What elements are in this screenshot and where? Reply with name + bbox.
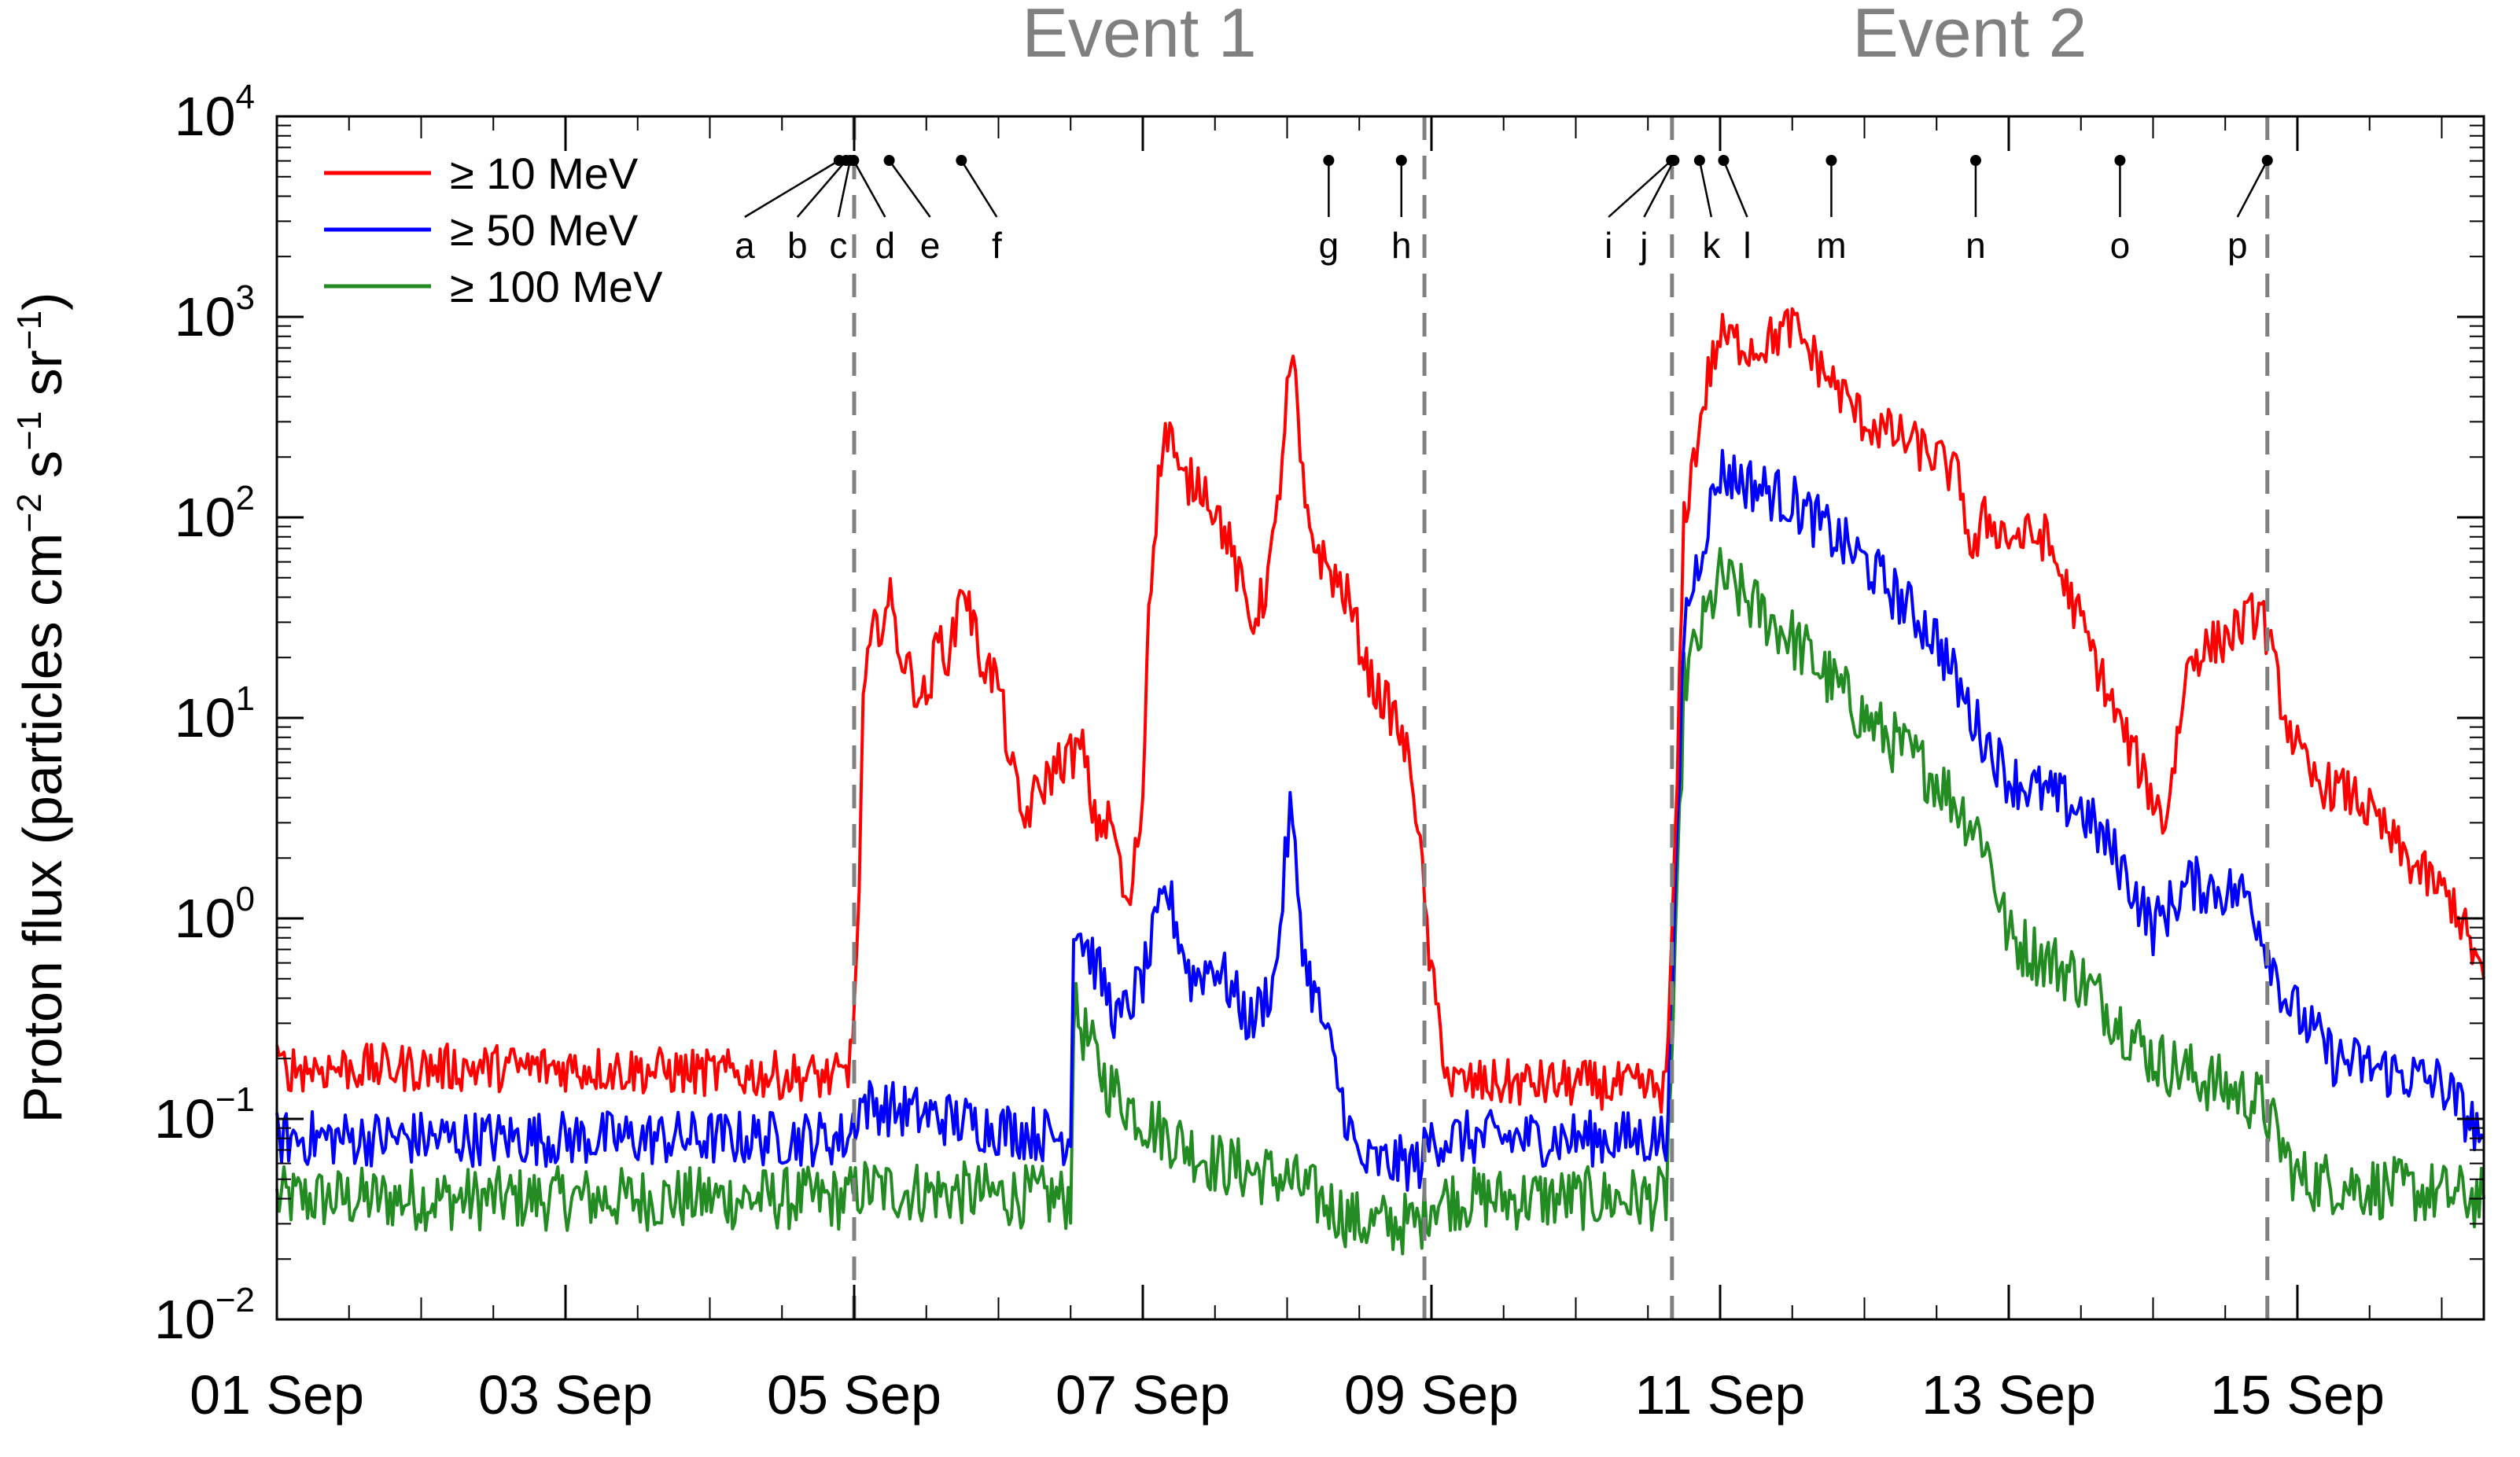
event-label-1: Event 1 xyxy=(1022,0,1256,72)
marker-label-e: e xyxy=(920,225,941,266)
y-tick-label: 10−2 xyxy=(154,1281,255,1350)
marker-label-i: i xyxy=(1604,225,1612,266)
marker-dot-m xyxy=(1826,155,1837,166)
marker-label-k: k xyxy=(1702,225,1721,266)
y-tick-label: 103 xyxy=(175,278,255,348)
marker-label-p: p xyxy=(2227,225,2248,266)
x-tick-label: 03 Sep xyxy=(478,1364,653,1426)
marker-leader-k xyxy=(1698,160,1713,218)
marker-label-b: b xyxy=(787,225,808,266)
marker-leader-i xyxy=(1608,160,1673,218)
marker-dot-n xyxy=(1969,155,1981,166)
marker-label-a: a xyxy=(735,225,755,266)
marker-dot-d xyxy=(848,155,860,166)
marker-dot-g xyxy=(1323,155,1335,166)
series-line-2 xyxy=(275,448,2485,1192)
marker-leader-l xyxy=(1722,160,1748,218)
x-tick-label: 05 Sep xyxy=(767,1364,941,1426)
marker-leader-p xyxy=(2236,160,2268,218)
marker-label-f: f xyxy=(992,225,1002,266)
y-axis-label: Proton flux (particles cm−2 s−1 sr−1) xyxy=(10,293,73,1124)
marker-label-m: m xyxy=(1816,225,1846,266)
marker-dot-f xyxy=(956,155,967,166)
x-tick-label: 11 Sep xyxy=(1635,1364,1806,1426)
marker-dot-e xyxy=(883,155,895,166)
series-line-1 xyxy=(275,307,2485,1114)
marker-leader-d xyxy=(853,160,886,218)
marker-leader-f xyxy=(960,160,998,218)
legend-label-1: ≥ 10 MeV xyxy=(450,149,639,198)
marker-leader-b xyxy=(796,160,847,218)
marker-leader-j xyxy=(1643,160,1675,218)
marker-dot-h xyxy=(1395,155,1407,166)
marker-dot-k xyxy=(1693,155,1705,166)
x-tick-label: 09 Sep xyxy=(1344,1364,1519,1426)
marker-label-j: j xyxy=(1638,225,1648,266)
marker-leader-a xyxy=(744,159,840,219)
marker-label-c: c xyxy=(829,225,847,266)
x-tick-label: 15 Sep xyxy=(2210,1364,2385,1426)
y-tick-label: 100 xyxy=(175,880,255,949)
x-tick-label: 13 Sep xyxy=(1921,1364,2096,1426)
marker-dot-p xyxy=(2261,155,2273,166)
marker-dot-l xyxy=(1718,155,1730,166)
marker-dot-o xyxy=(2114,155,2126,166)
series-line-3 xyxy=(275,546,2485,1256)
event-label-2: Event 2 xyxy=(1852,0,2087,72)
y-tick-label: 102 xyxy=(175,479,255,548)
marker-leader-c xyxy=(837,160,852,218)
marker-dot-j xyxy=(1668,155,1680,166)
x-tick-label: 07 Sep xyxy=(1056,1364,1230,1426)
marker-label-d: d xyxy=(875,225,896,266)
y-tick-label: 104 xyxy=(175,78,255,147)
marker-label-n: n xyxy=(1966,225,1986,266)
legend-label-3: ≥ 100 MeV xyxy=(450,262,663,311)
y-tick-label: 10−1 xyxy=(154,1080,255,1150)
y-tick-label: 101 xyxy=(175,679,255,749)
marker-label-l: l xyxy=(1743,225,1751,266)
marker-label-o: o xyxy=(2110,225,2131,266)
marker-label-g: g xyxy=(1319,225,1339,266)
marker-label-h: h xyxy=(1391,225,1412,266)
marker-leader-e xyxy=(888,160,931,218)
x-tick-label: 01 Sep xyxy=(190,1364,364,1426)
legend-label-2: ≥ 50 MeV xyxy=(450,205,639,255)
